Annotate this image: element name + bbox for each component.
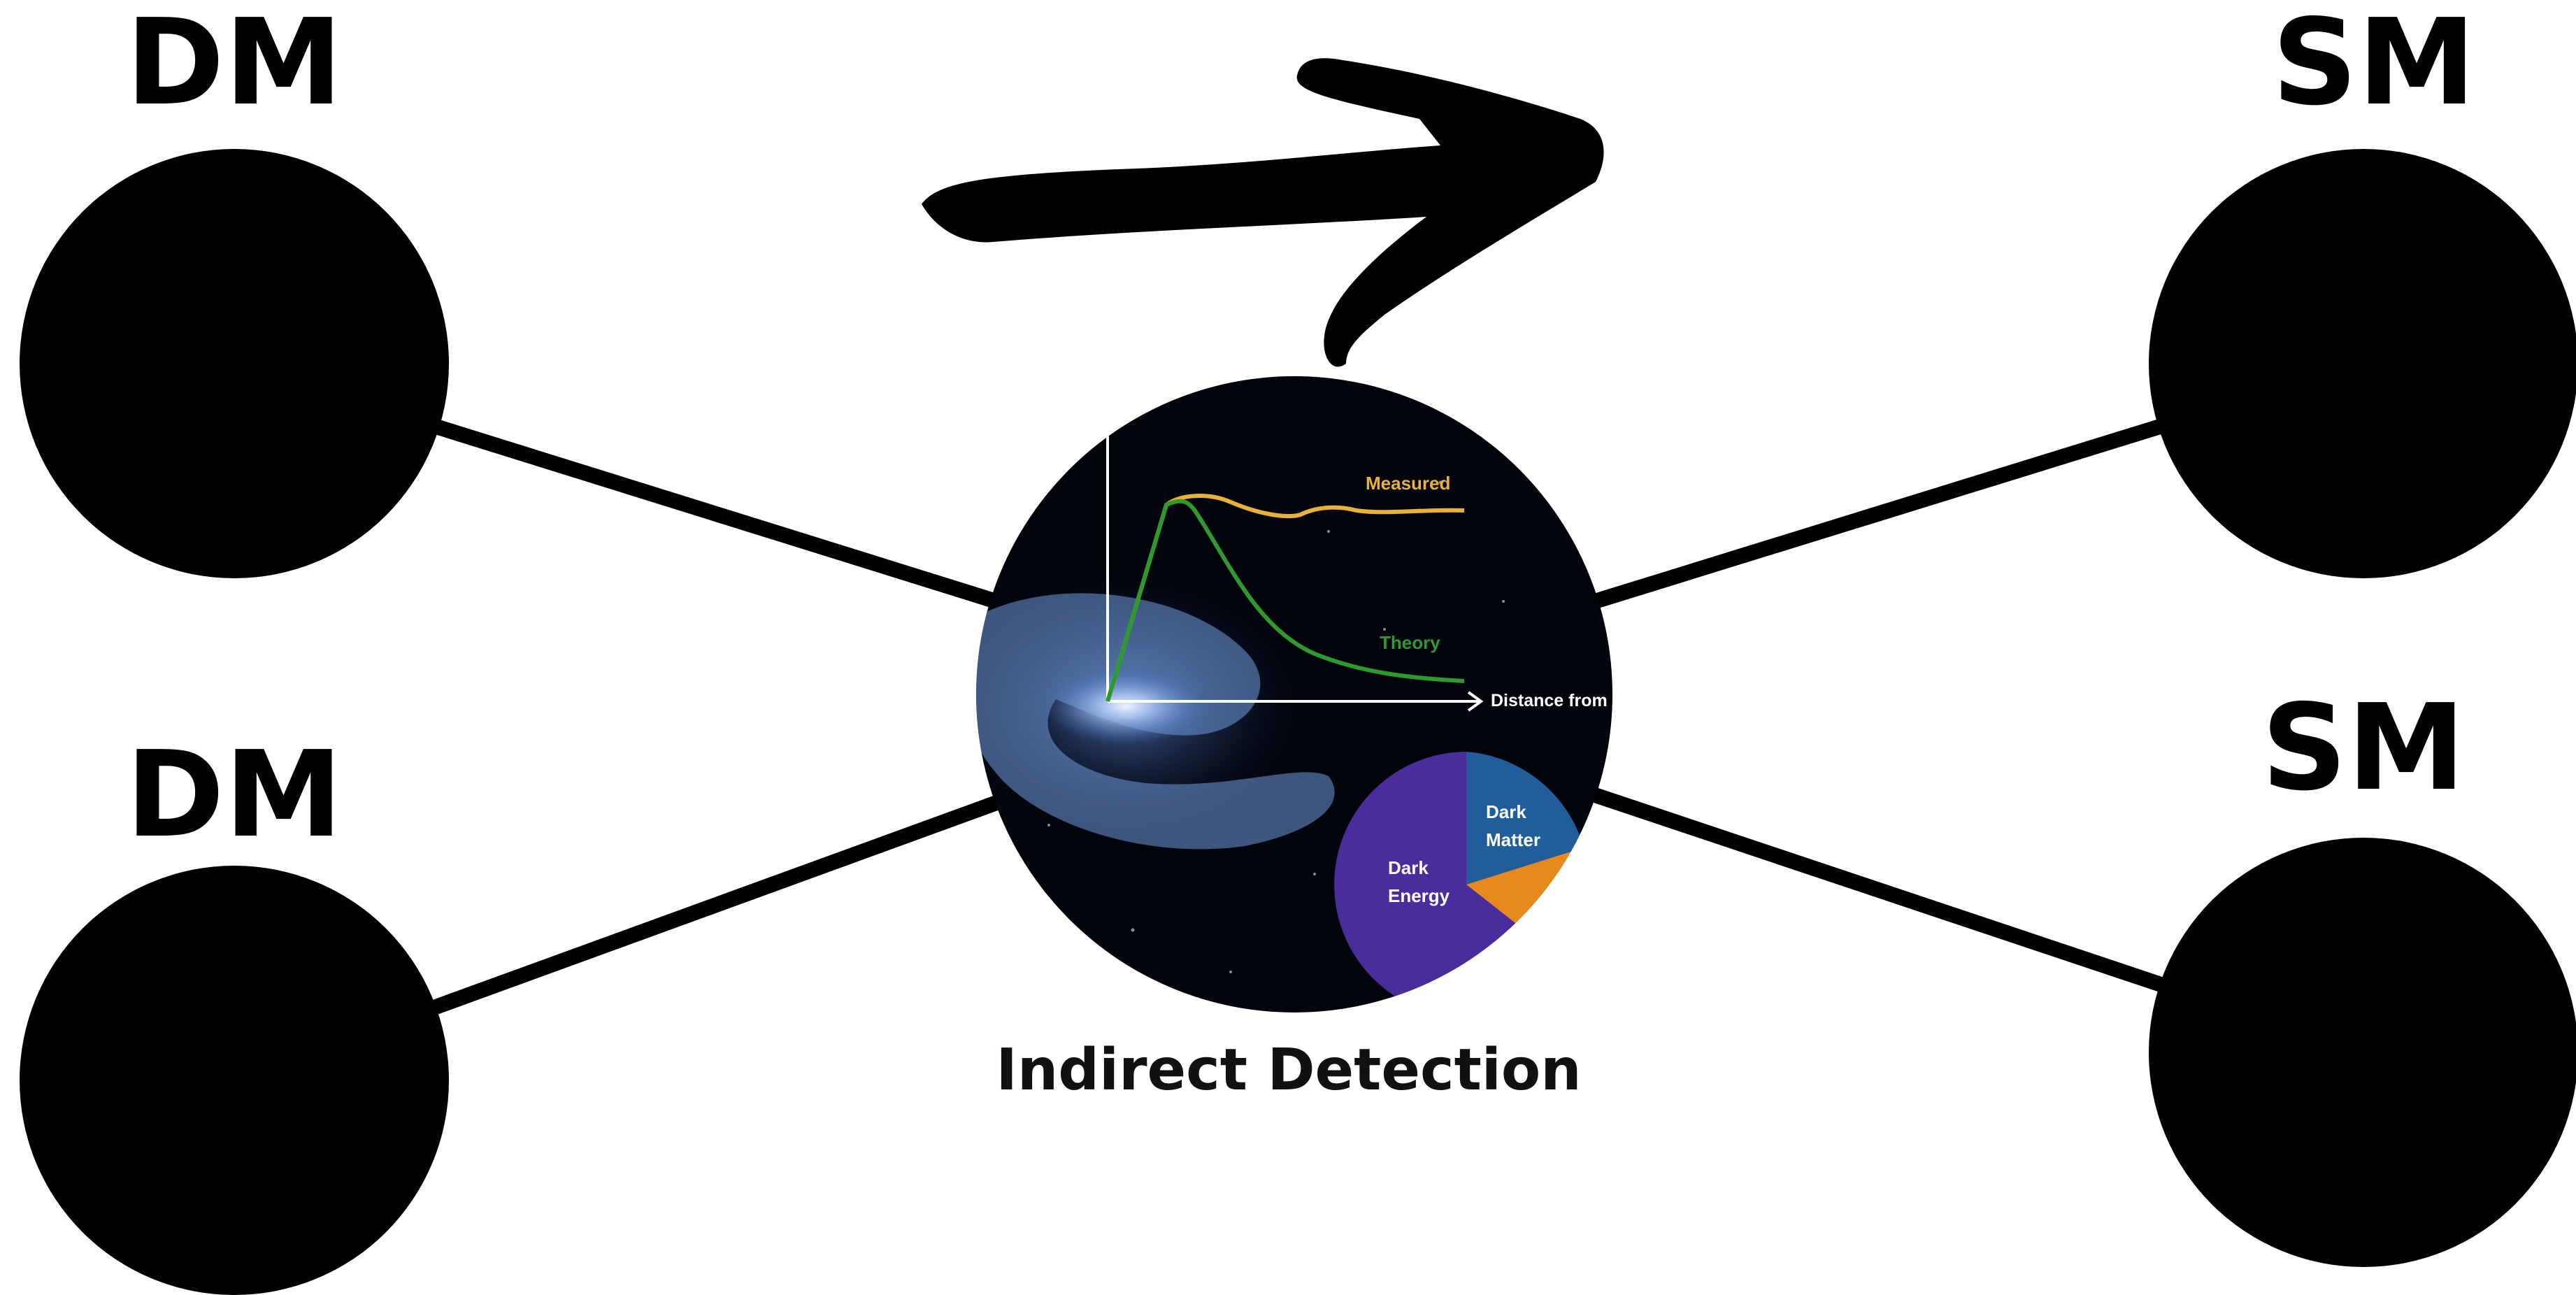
pie-label-line: Dark [1388,857,1429,878]
node-circle [2149,838,2576,1267]
pie-label-dark-matter: Dark Matter [1486,801,1540,850]
theory-label: Theory [1380,632,1440,653]
node-dm-bottom: DM [20,726,449,1295]
galaxy-image [976,573,1335,850]
pie-label-line: Energy [1388,885,1450,906]
x-axis-label: Distance from c [1491,691,1622,710]
x-axis-arrowhead-icon [1467,691,1484,712]
pie-label-line: Matter [1486,829,1540,850]
node-label-sm-bottom: SM [2261,679,2466,817]
pie-label-dark-energy: Dark Energy [1388,857,1450,906]
node-label-dm-top: DM [126,0,343,132]
node-sm-bottom: SM [2149,679,2576,1267]
node-sm-top: SM [2149,0,2576,578]
node-dm-top: DM [20,0,449,578]
direction-arrow-icon [922,58,1604,367]
node-circle [20,866,449,1295]
node-circle [20,149,449,578]
pie-label-line: Dark [1486,801,1526,822]
measured-curve [1105,494,1465,702]
pie-slice-dark-matter [1466,752,1584,885]
vertex-inset: Measured Theory Distance from c Dark Mat… [976,376,1622,1013]
node-circle [2149,149,2576,578]
theory-curve [1105,499,1465,702]
rotation-curve-plot: Measured Theory Distance from c [1105,434,1622,712]
measured-label: Measured [1366,473,1450,494]
node-label-sm-top: SM [2272,0,2476,132]
node-label-dm-bottom: DM [126,726,343,864]
vertex-caption: Indirect Detection [996,1037,1581,1103]
